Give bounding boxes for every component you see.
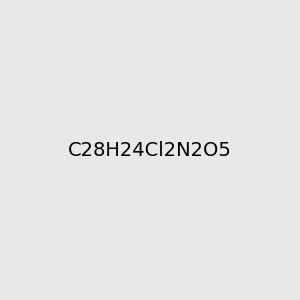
Text: C28H24Cl2N2O5: C28H24Cl2N2O5 [68, 140, 232, 160]
